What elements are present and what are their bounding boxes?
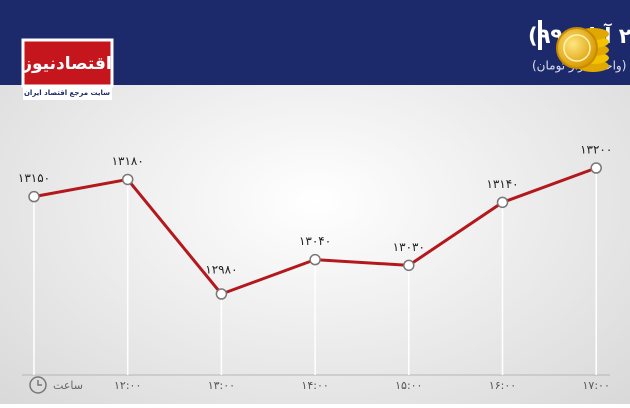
data-label: ۱۳۱۵۰ bbox=[18, 171, 50, 185]
x-tick-label: ۱۳:۰۰ bbox=[208, 379, 235, 392]
x-tick-label: ۱۵:۰۰ bbox=[395, 379, 422, 392]
x-tick-label: ۱۴:۰۰ bbox=[301, 379, 328, 392]
logo: اقتصادنیوز bbox=[21, 54, 112, 74]
data-point bbox=[496, 196, 509, 209]
x-tick-label: ۱۷:۰۰ bbox=[583, 379, 610, 392]
data-point bbox=[215, 288, 228, 300]
data-label: ۱۲۹۸۰ bbox=[205, 263, 237, 277]
data-point bbox=[121, 173, 134, 186]
tagline-box bbox=[23, 86, 112, 100]
data-point bbox=[309, 253, 321, 266]
clock-icon bbox=[29, 376, 47, 394]
clock-hands bbox=[37, 380, 42, 386]
data-label: ۱۳۰۴۰ bbox=[299, 234, 331, 248]
x-tick-label: ۱۶:۰۰ bbox=[489, 379, 516, 392]
data-label: ۱۳۰۳۰ bbox=[393, 240, 425, 254]
data-label: ۱۳۱۴۰ bbox=[486, 177, 518, 191]
logo-tagline: سایت مرجع اقتصاد ایران bbox=[24, 89, 110, 97]
data-label: ۱۳۲۰۰ bbox=[580, 143, 612, 157]
data-label: ۱۳۱۸۰ bbox=[112, 154, 144, 168]
x-axis-label: ساعت bbox=[53, 379, 83, 392]
title-bar bbox=[538, 20, 542, 50]
coin-icon bbox=[556, 27, 609, 72]
data-point bbox=[590, 162, 602, 174]
x-tick-label: ۱۲:۰۰ bbox=[114, 379, 141, 392]
data-point bbox=[28, 190, 40, 203]
data-point bbox=[403, 259, 415, 272]
